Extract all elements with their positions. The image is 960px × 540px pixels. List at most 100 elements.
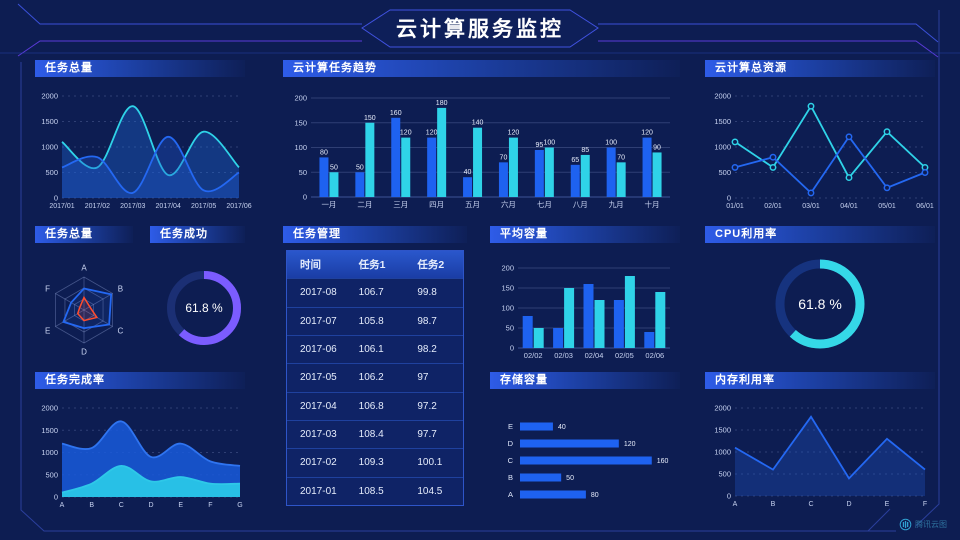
- svg-text:2017/04: 2017/04: [156, 203, 181, 210]
- svg-text:C: C: [808, 501, 813, 508]
- svg-text:80: 80: [320, 149, 328, 156]
- svg-text:120: 120: [508, 130, 520, 137]
- table-row: 2017-02 109.3 100.1: [287, 448, 463, 476]
- svg-text:2000: 2000: [41, 92, 58, 101]
- watermark-label: 腾讯云图: [915, 520, 947, 529]
- svg-text:200: 200: [294, 94, 307, 103]
- table-cell: 2017-01: [300, 485, 337, 497]
- panel-completion: 任务完成率 0 500 1000 1500 2000 A B C D E F G: [35, 372, 245, 515]
- svg-text:B: B: [508, 473, 513, 482]
- svg-text:2017/02: 2017/02: [85, 203, 110, 210]
- svg-text:1500: 1500: [714, 426, 731, 435]
- svg-text:02/01: 02/01: [764, 203, 782, 210]
- svg-text:2000: 2000: [41, 404, 58, 413]
- svg-text:90: 90: [653, 144, 661, 151]
- panel-tasks-radar-title: 任务总量: [35, 226, 133, 243]
- svg-text:01/01: 01/01: [726, 203, 744, 210]
- svg-text:B: B: [89, 502, 94, 509]
- panel-tasks-total: 任务总量 0 500 1000 1500 2000 2017/01 2017/02 2017/…: [35, 60, 252, 218]
- table-cell: 108.5: [358, 485, 384, 497]
- svg-text:一月: 一月: [321, 200, 336, 209]
- svg-text:50: 50: [299, 168, 307, 177]
- panel-trend-title: 云计算任务趋势: [283, 60, 680, 77]
- svg-text:G: G: [237, 502, 242, 509]
- svg-text:1000: 1000: [714, 448, 731, 457]
- panel-storage-title: 存储容量: [490, 372, 680, 389]
- table-cell: 2017-03: [300, 429, 337, 441]
- svg-text:E: E: [178, 502, 183, 509]
- svg-text:02/04: 02/04: [585, 351, 604, 360]
- svg-text:C: C: [508, 456, 514, 465]
- svg-text:50: 50: [330, 164, 338, 171]
- trend-bar-chart: 0 50 100 150 200 一月 二月 三月 四月 五月 六月 七月 八月 九月 十月 80 50 160 1…: [294, 94, 670, 209]
- svg-text:40: 40: [558, 424, 566, 431]
- storage-hbar-chart: E 40 D 120 C 160 B 50 A 80: [508, 422, 669, 499]
- table-cell: 100.1: [417, 457, 443, 469]
- svg-text:三月: 三月: [393, 200, 408, 209]
- svg-text:02/02: 02/02: [524, 351, 543, 360]
- table-cell: 2017-07: [300, 315, 337, 327]
- panel-cpu-title: CPU利用率: [705, 226, 935, 243]
- svg-text:04/01: 04/01: [840, 203, 858, 210]
- svg-text:六月: 六月: [501, 199, 516, 209]
- table-row: 2017-07 105.8 98.7: [287, 306, 463, 335]
- svg-text:160: 160: [657, 458, 669, 465]
- svg-text:70: 70: [500, 154, 508, 161]
- svg-text:1500: 1500: [41, 426, 58, 435]
- panel-task-table: 任务管理 时间 任务1 任务2 2017-08 106.7 99.8 2017-07 105.…: [283, 226, 467, 510]
- svg-text:50: 50: [506, 324, 514, 333]
- svg-text:E: E: [45, 327, 50, 336]
- svg-text:500: 500: [718, 168, 731, 177]
- svg-text:E: E: [885, 501, 890, 508]
- svg-text:03/01: 03/01: [802, 203, 820, 210]
- panel-avg-capacity: 平均容量 0 50 100 150 200 02/02 02/03 02/04 02/05 02/…: [490, 226, 680, 368]
- panel-completion-title: 任务完成率: [35, 372, 245, 389]
- panel-avg-capacity-title: 平均容量: [490, 226, 680, 243]
- svg-text:0: 0: [510, 344, 514, 353]
- svg-text:200: 200: [501, 264, 514, 273]
- watermark: 腾讯云图: [899, 518, 947, 531]
- svg-text:八月: 八月: [573, 200, 588, 209]
- svg-text:D: D: [81, 348, 87, 357]
- svg-text:100: 100: [544, 140, 556, 147]
- svg-text:1500: 1500: [714, 117, 731, 126]
- table-cell: 2017-06: [300, 344, 337, 356]
- table-row: 2017-03 108.4 97.7: [287, 419, 463, 448]
- table-row: 2017-01 108.5 104.5: [287, 476, 463, 505]
- svg-text:B: B: [771, 501, 776, 508]
- svg-text:0: 0: [303, 193, 307, 202]
- table-row: 2017-06 106.1 98.2: [287, 334, 463, 363]
- svg-text:四月: 四月: [429, 200, 444, 209]
- panel-resources: 云计算总资源 0 500 1000 1500 2000 01/01 02/01 03/01 04…: [705, 60, 935, 218]
- svg-text:2017/01: 2017/01: [49, 203, 74, 210]
- completion-area-chart: 0 500 1000 1500 2000 A B C D E F G: [41, 404, 242, 510]
- memory-line-chart: 0 500 1000 1500 2000 A B C D E F: [714, 404, 927, 509]
- table-cell: 97: [417, 372, 429, 384]
- table-cell: 98.2: [417, 344, 437, 356]
- svg-text:E: E: [508, 422, 513, 431]
- svg-text:2000: 2000: [714, 92, 731, 101]
- svg-text:120: 120: [426, 130, 438, 137]
- svg-text:160: 160: [390, 110, 402, 117]
- svg-text:150: 150: [501, 284, 514, 293]
- svg-text:140: 140: [472, 120, 484, 127]
- page-title: 云计算服务监控: [340, 13, 620, 43]
- table-header-row: 时间 任务1 任务2: [287, 251, 463, 279]
- svg-text:100: 100: [501, 304, 514, 313]
- table-cell: 106.2: [358, 372, 384, 384]
- svg-text:2017/05: 2017/05: [191, 203, 216, 210]
- svg-text:F: F: [45, 285, 50, 294]
- avg-capacity-bar-chart: 0 50 100 150 200 02/02 02/03 02/04 02/05 02/06: [501, 264, 670, 360]
- svg-text:D: D: [846, 501, 851, 508]
- table-cell: 109.3: [358, 457, 384, 469]
- resources-line-chart: 0 500 1000 1500 2000 01/01 02/01 03/01 04/01 05/0…: [714, 92, 934, 211]
- table-header-cell: 时间: [300, 259, 321, 272]
- table-cell: 2017-05: [300, 372, 337, 384]
- svg-text:500: 500: [45, 470, 58, 479]
- svg-text:F: F: [923, 501, 927, 508]
- svg-text:1000: 1000: [41, 143, 58, 152]
- tasks-radar-chart: A B C D E F: [45, 264, 124, 357]
- svg-text:2017/06: 2017/06: [226, 203, 251, 210]
- svg-text:1000: 1000: [714, 143, 731, 152]
